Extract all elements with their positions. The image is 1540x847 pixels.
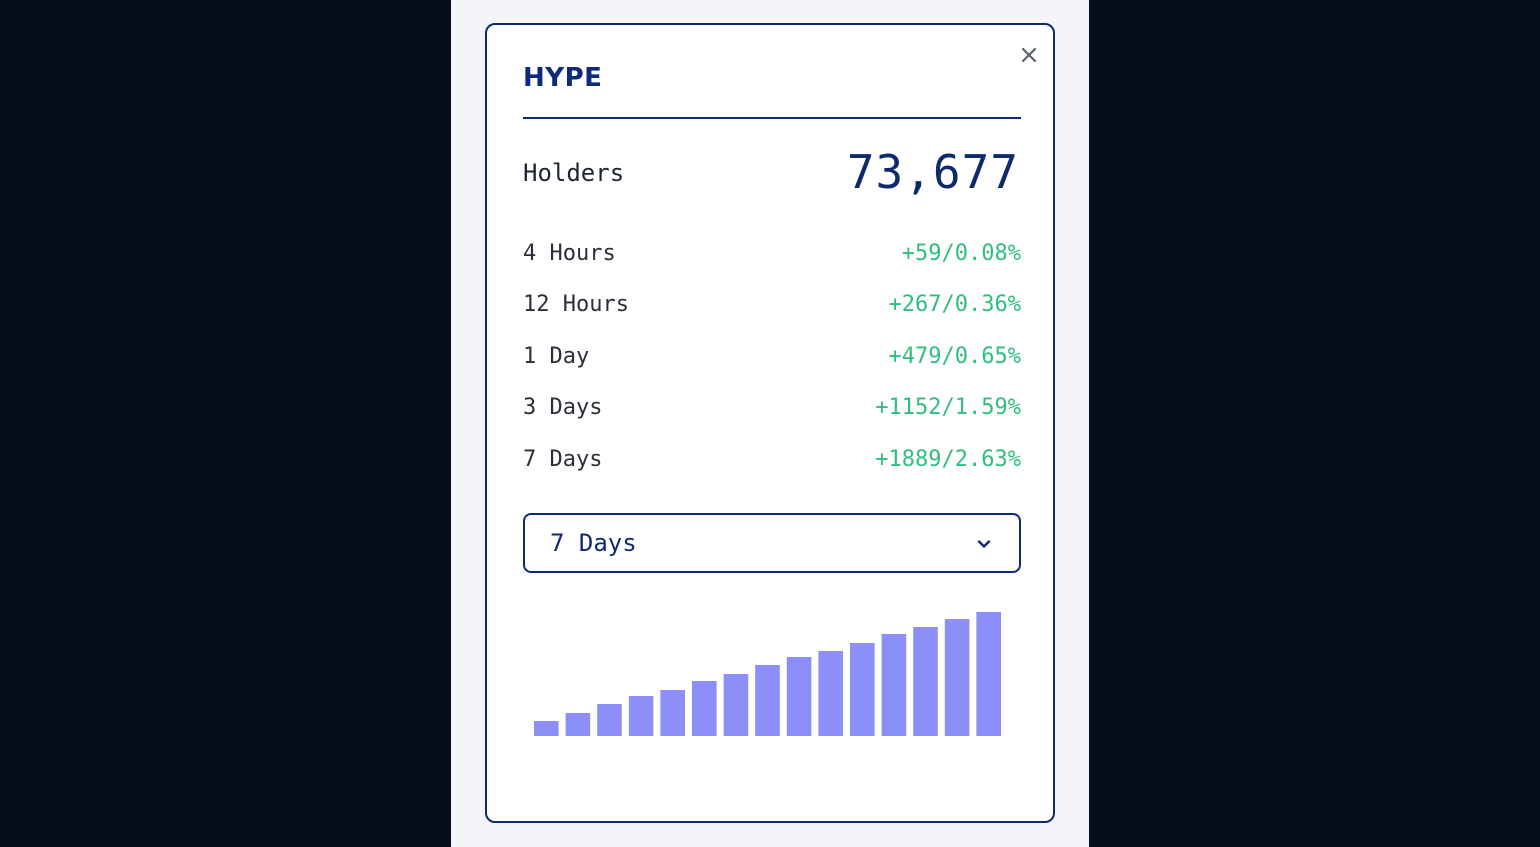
stat-row-12-hours: 12 Hours +267/0.36%	[523, 292, 1021, 322]
stat-label: 3 Days	[523, 395, 603, 420]
stat-label: 1 Day	[523, 344, 590, 369]
close-icon	[1021, 47, 1037, 63]
chart-bar	[786, 657, 812, 736]
period-select-value: 7 Days	[550, 529, 637, 557]
chart-bar	[565, 713, 591, 736]
stat-label: 7 Days	[523, 447, 603, 472]
chart-bar	[976, 612, 1001, 736]
chart-bar	[628, 696, 654, 736]
stat-change: +59/0.08%	[901, 241, 1021, 266]
stat-row-1-day: 1 Day +479/0.65%	[523, 344, 1021, 374]
token-holders-card: HYPE Holders 73,677 4 Hours +59/0.08% 12…	[485, 23, 1055, 823]
stat-change: +1889/2.63%	[875, 447, 1021, 472]
stat-change: +267/0.36%	[888, 292, 1021, 317]
stat-label: 4 Hours	[523, 241, 616, 266]
stat-row-4-hours: 4 Hours +59/0.08%	[523, 241, 1021, 271]
stat-change: +479/0.65%	[888, 344, 1021, 369]
close-button[interactable]	[1017, 43, 1041, 67]
chart-bar	[597, 704, 622, 736]
chart-bar	[723, 674, 749, 736]
chevron-down-icon	[977, 540, 991, 548]
chart-bar	[944, 619, 970, 736]
stat-label: 12 Hours	[523, 292, 629, 317]
chart-bar	[692, 681, 717, 736]
holders-label: Holders	[523, 159, 625, 187]
stat-change: +1152/1.59%	[875, 395, 1021, 420]
period-select[interactable]: 7 Days	[523, 513, 1021, 573]
card-title: HYPE	[523, 63, 603, 93]
chart-bar	[534, 721, 559, 736]
holders-count: 73,677	[846, 145, 1019, 199]
chart-bar	[755, 665, 780, 736]
holders-bar-chart	[534, 612, 1001, 736]
stat-row-3-days: 3 Days +1152/1.59%	[523, 395, 1021, 425]
chart-bar	[660, 690, 685, 736]
chart-bar	[881, 634, 907, 736]
chart-bar	[913, 627, 938, 736]
title-divider	[523, 117, 1021, 119]
chart-bar	[850, 643, 875, 736]
chart-bar	[818, 651, 843, 736]
stat-row-7-days: 7 Days +1889/2.63%	[523, 447, 1021, 477]
